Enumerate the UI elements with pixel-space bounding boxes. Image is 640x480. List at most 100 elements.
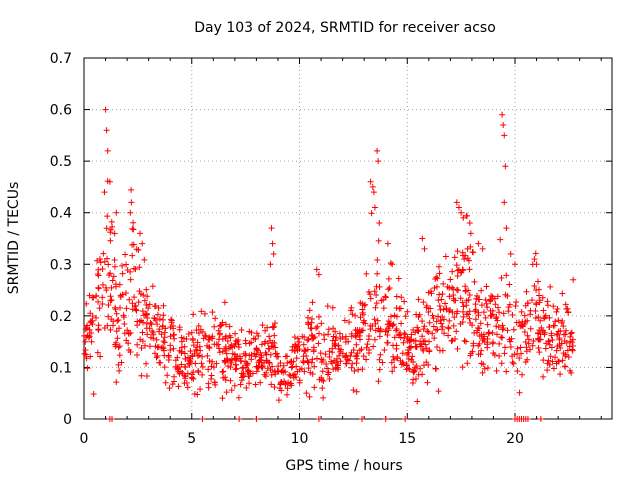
data-point [464,245,471,252]
data-point [414,398,421,405]
data-point [305,365,312,372]
data-point [113,310,120,317]
data-point [86,326,93,333]
data-point [307,369,314,376]
data-point [541,314,548,321]
data-point [159,344,166,351]
data-point [138,345,145,352]
data-point [305,321,312,328]
data-point [265,345,272,352]
data-point [274,367,281,374]
data-point [450,292,457,299]
data-point [315,313,322,320]
data-point [431,335,438,342]
data-point [83,325,90,332]
data-point [353,341,360,348]
data-point [426,338,433,345]
data-point [516,355,523,362]
data-point [267,261,274,268]
data-point [352,312,359,319]
data-point [136,264,143,271]
data-point [319,385,326,392]
data-point [237,381,244,388]
data-point [334,355,341,362]
data-point [127,330,134,337]
data-point [233,365,240,372]
data-point [160,302,167,309]
data-point [280,362,287,369]
data-point [448,338,455,345]
data-point [94,270,101,277]
data-point [313,266,320,273]
data-point [287,373,294,380]
data-point [325,331,332,338]
data-point [493,367,500,374]
data-point [130,226,137,233]
data-point [259,322,266,329]
data-point [284,360,291,367]
data-point [112,304,119,311]
data-point [454,248,461,255]
data-point [304,337,311,344]
data-point [110,273,117,280]
data-point [208,372,215,379]
data-point [439,290,446,297]
data-point [104,255,111,262]
data-point [454,345,461,352]
data-point [537,336,544,343]
data-point [435,313,442,320]
data-point [460,303,467,310]
data-point [181,350,188,357]
data-point [390,321,397,328]
data-point [453,328,460,335]
data-point [223,355,230,362]
data-point [485,329,492,336]
data-point [289,343,296,350]
data-point [332,365,339,372]
data-point [275,363,282,370]
data-point [512,261,519,268]
data-point [376,220,383,227]
data-point [377,351,384,358]
data-point [213,360,220,367]
data-point [129,300,136,307]
data-point [435,297,442,304]
data-point [554,305,561,312]
data-point [542,312,549,319]
data-point [472,301,479,308]
data-point [334,361,341,368]
data-point [415,371,422,378]
data-point [375,237,382,244]
data-point [413,362,420,369]
data-point [282,353,289,360]
data-point [527,325,534,332]
data-point [222,345,229,352]
data-point [559,357,566,364]
data-point [524,416,531,422]
data-point [271,384,278,391]
data-point [169,381,176,388]
data-point [501,350,508,357]
data-point [171,378,178,385]
data-point [143,286,150,293]
data-point [464,360,471,367]
data-point [115,361,122,368]
data-point [373,291,380,298]
data-point [505,308,512,315]
data-point [540,373,547,380]
data-point [503,368,510,375]
data-point [101,189,108,196]
data-point [296,379,303,386]
data-point [294,347,301,354]
data-point [246,340,253,347]
data-point [403,361,410,368]
data-point [415,296,422,303]
data-point [324,365,331,372]
data-point [444,283,451,290]
data-point [349,360,356,367]
data-point [481,365,488,372]
data-point [326,353,333,360]
data-point [232,337,239,344]
data-point [494,293,501,300]
data-point [538,324,545,331]
